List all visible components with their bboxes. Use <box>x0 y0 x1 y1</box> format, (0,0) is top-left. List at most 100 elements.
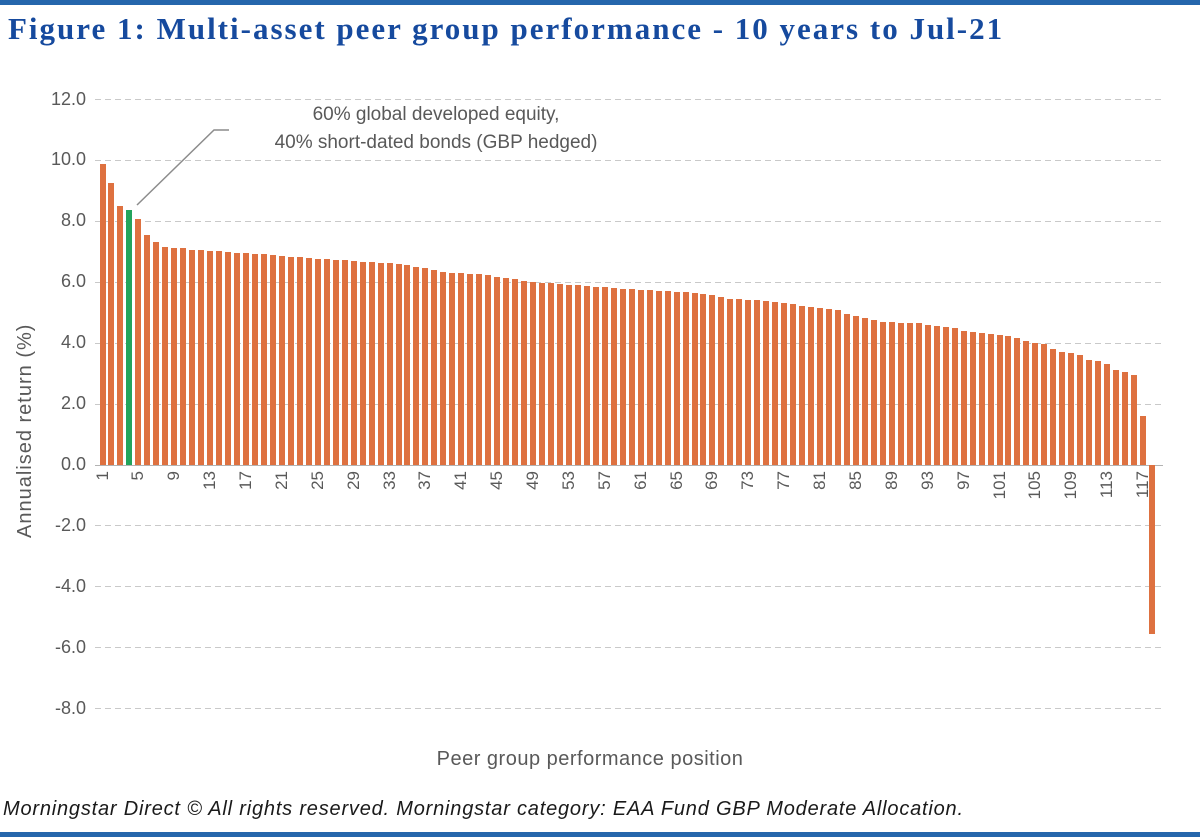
x-axis-title: Peer group performance position <box>436 748 744 770</box>
x-tick-label: 57 <box>594 470 614 490</box>
bar <box>108 182 115 465</box>
x-tick-label: 49 <box>523 470 543 490</box>
bar <box>942 327 949 465</box>
bar <box>449 272 456 465</box>
bar <box>637 289 644 465</box>
bar <box>897 322 904 465</box>
bar <box>207 251 214 465</box>
gridline <box>95 159 1163 161</box>
bar <box>548 283 554 465</box>
gridline <box>95 708 1163 710</box>
top-border-rule <box>0 0 1200 5</box>
bar <box>485 275 492 465</box>
x-tick-label: 73 <box>738 470 758 490</box>
bar <box>951 328 958 465</box>
x-tick-label: 97 <box>953 470 973 490</box>
bar <box>1023 340 1030 465</box>
bar <box>467 273 474 465</box>
bar <box>664 291 671 465</box>
bar <box>243 253 250 465</box>
y-tick-label: -6.0 <box>54 636 86 657</box>
bar <box>476 274 483 465</box>
bar <box>682 292 689 465</box>
source-attribution: Morningstar Direct © All rights reserved… <box>3 798 964 820</box>
bar <box>691 292 698 465</box>
bar <box>574 285 581 465</box>
bottom-border-rule <box>0 832 1200 837</box>
bar <box>709 295 716 465</box>
bar <box>835 310 842 465</box>
bar <box>1095 360 1102 465</box>
bar <box>512 279 519 465</box>
y-tick-label: 10.0 <box>50 149 86 170</box>
bar <box>530 281 537 465</box>
y-tick-label: 8.0 <box>60 210 86 231</box>
x-tick-label: 93 <box>917 470 937 490</box>
bar <box>440 271 447 465</box>
bar <box>521 280 528 465</box>
x-tick-label: 89 <box>881 470 901 490</box>
x-tick-label: 85 <box>845 470 865 490</box>
bar <box>781 302 788 465</box>
x-tick-label: 69 <box>702 470 722 490</box>
bar <box>422 267 429 465</box>
bar <box>287 256 294 465</box>
bar <box>960 331 967 465</box>
gridline <box>95 220 1163 222</box>
x-tick-label: 101 <box>989 470 1009 499</box>
bar <box>198 249 205 465</box>
bar <box>404 265 411 465</box>
bar <box>619 288 626 465</box>
gridline <box>95 99 1163 100</box>
bar <box>1005 336 1012 465</box>
bar <box>350 261 357 465</box>
y-tick-label: 6.0 <box>60 271 86 292</box>
benchmark-annotation: 60% global developed equity, 40% short-d… <box>250 101 622 157</box>
bar <box>1032 342 1039 465</box>
bar <box>978 332 985 465</box>
bar <box>1059 351 1066 465</box>
x-axis-zero-line <box>95 464 1163 466</box>
gridline <box>95 647 1163 649</box>
x-tick-label: 109 <box>1061 470 1081 499</box>
bar <box>924 324 931 465</box>
x-tick-label: 21 <box>271 470 291 490</box>
bar <box>332 259 339 465</box>
bar <box>870 320 877 465</box>
bar <box>1131 374 1138 465</box>
x-tick-label: 45 <box>487 470 507 490</box>
bar <box>565 284 572 465</box>
plot-area: 1 5 9 13 17 21 25 29 33 37 41 45 49 53 57 61 65 69 73 77 81 8… <box>92 99 1163 710</box>
bar <box>260 254 267 465</box>
bar <box>189 249 196 465</box>
x-tick-label: 113 <box>1097 470 1117 498</box>
bar <box>610 288 617 465</box>
bar <box>906 323 913 465</box>
gridline <box>95 281 1163 283</box>
bar <box>305 258 312 465</box>
y-tick-label: -4.0 <box>54 575 86 596</box>
y-tick-label: -8.0 <box>54 697 86 718</box>
x-tick-label: 1 <box>92 470 112 480</box>
bar <box>251 253 258 465</box>
bar <box>736 299 743 465</box>
bar <box>395 264 402 465</box>
bar <box>503 277 510 465</box>
bar <box>969 332 976 465</box>
bar <box>933 325 940 465</box>
bar <box>772 302 779 465</box>
x-tick-label: 29 <box>343 470 363 490</box>
bar <box>1041 344 1048 465</box>
y-tick-label: 4.0 <box>60 332 86 353</box>
bar <box>790 303 797 465</box>
bar <box>763 301 770 465</box>
bar <box>117 205 124 465</box>
x-tick-label: 81 <box>810 470 830 490</box>
bar <box>278 255 285 465</box>
bar <box>915 323 922 465</box>
bar <box>323 259 330 465</box>
bar <box>826 309 833 465</box>
bar <box>1113 370 1120 465</box>
x-tick-label: 5 <box>128 470 148 480</box>
